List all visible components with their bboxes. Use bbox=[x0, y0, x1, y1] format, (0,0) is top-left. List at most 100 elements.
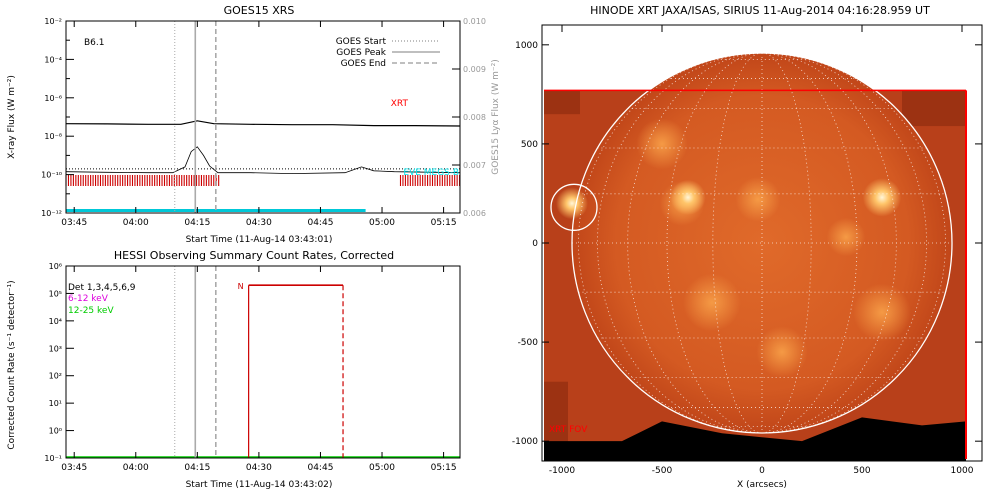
xrt-ytick-label: -1000 bbox=[512, 437, 538, 447]
hessi-xtick-label: 05:15 bbox=[431, 463, 457, 473]
goes-y2tick-label: 0.007 bbox=[463, 161, 486, 170]
xrt-xtick-label: -1000 bbox=[549, 466, 575, 476]
hessi-ytick-label: 10⁴ bbox=[49, 317, 62, 326]
goes-ytick-label: 10⁻¹⁰ bbox=[41, 171, 62, 180]
goes-ylabel: X-ray Flux (W m⁻²) bbox=[7, 75, 17, 159]
goes-xlabel: Start Time (11-Aug-14 03:43:01) bbox=[186, 235, 333, 245]
xrt-title: HINODE XRT JAXA/ISAS, SIRIUS 11-Aug-2014… bbox=[590, 4, 930, 17]
goes-title: GOES15 XRS bbox=[224, 4, 295, 17]
xrt-active-region bbox=[853, 283, 911, 342]
xrt-longitude-line bbox=[627, 52, 763, 434]
goes-xtick-label: 04:00 bbox=[123, 218, 149, 228]
xrt-corona-patch bbox=[544, 90, 580, 115]
hessi-xtick-label: 04:30 bbox=[246, 463, 272, 473]
goes-eve-series bbox=[66, 209, 366, 212]
hessi-xlabel: Start Time (11-Aug-14 03:43:02) bbox=[186, 480, 333, 490]
hessi-ytick-label: 10⁶ bbox=[49, 262, 62, 271]
goes-xtick-label: 04:45 bbox=[307, 218, 333, 228]
goes-ytick-label: 10⁻⁸ bbox=[44, 132, 62, 141]
xrt-no-data-region bbox=[544, 417, 966, 461]
hessi-ytick-label: 10¹ bbox=[49, 399, 62, 408]
hessi-legend-6-12: 6-12 keV bbox=[68, 294, 109, 304]
goes-xtick-label: 05:15 bbox=[431, 218, 457, 228]
xrt-xlabel: X (arcsecs) bbox=[737, 480, 787, 490]
goes-annotation: B6.1 bbox=[84, 38, 105, 48]
hessi-legend-12-25: 12-25 keV bbox=[68, 306, 114, 316]
xrt-ytick-label: -500 bbox=[518, 338, 539, 348]
hessi-ytick-label: 10² bbox=[49, 372, 62, 381]
xrt-xtick-label: 0 bbox=[759, 466, 765, 476]
goes-axes: 10⁻¹² 10⁻¹⁰ 10⁻⁸ 10⁻⁶ 10⁻⁴ 10⁻² 0.006 0.007 0.00… bbox=[41, 17, 486, 228]
hessi-night-label: N bbox=[238, 282, 244, 291]
hessi-xtick-label: 05:00 bbox=[369, 463, 395, 473]
xrt-solar-limb bbox=[571, 52, 953, 434]
goes-y2tick-label: 0.009 bbox=[463, 65, 486, 74]
hessi-ytick-label: 10⁰ bbox=[49, 427, 62, 436]
xrt-bright-region bbox=[670, 179, 706, 216]
goes-ytick-label: 10⁻⁴ bbox=[44, 55, 62, 64]
xrt-panel: HINODE XRT JAXA/ISAS, SIRIUS 11-Aug-2014… bbox=[512, 4, 983, 490]
goes-legend-label: GOES Peak bbox=[336, 48, 386, 58]
xrt-longitude-line bbox=[761, 52, 927, 434]
xrt-image bbox=[544, 52, 967, 461]
goes-ytick-label: 10⁻¹² bbox=[41, 209, 62, 218]
goes-xtick-label: 04:15 bbox=[184, 218, 210, 228]
xrt-ytick-label: 1000 bbox=[515, 41, 538, 51]
xrt-longitude-line bbox=[761, 52, 812, 434]
xrt-active-region bbox=[756, 326, 808, 378]
goes-eve-label: EVE MEGS-B bbox=[403, 168, 459, 178]
hessi-ytick-label: 10⁻¹ bbox=[44, 454, 62, 463]
xrt-flare-circle bbox=[550, 183, 598, 231]
hessi-ytick-label: 10⁵ bbox=[49, 289, 62, 298]
hessi-xtick-label: 04:15 bbox=[184, 463, 210, 473]
goes-obs-ticks bbox=[65, 175, 220, 186]
goes-xtick-label: 04:30 bbox=[246, 218, 272, 228]
goes-xtick-label: 05:00 bbox=[369, 218, 395, 228]
xrt-active-region bbox=[735, 177, 781, 222]
hessi-plot-frame bbox=[65, 265, 461, 459]
xrt-xtick-label: 1000 bbox=[951, 466, 974, 476]
xrt-active-region bbox=[636, 118, 688, 170]
goes-plot-content bbox=[65, 21, 461, 213]
hessi-panel: HESSI Observing Summary Count Rates, Cor… bbox=[7, 249, 461, 490]
goes-y2label: GOES15 Lyα Flux (W m⁻²) bbox=[491, 59, 501, 175]
xrt-corona-patch bbox=[902, 90, 966, 127]
hessi-title: HESSI Observing Summary Count Rates, Cor… bbox=[114, 249, 394, 262]
goes-xrt-label: XRT bbox=[391, 99, 409, 109]
goes-panel: GOES15 XRS 10⁻¹² 10⁻¹⁰ 10⁻⁸ 10⁻⁶ 10⁻⁴ 10⁻² 0.0… bbox=[7, 4, 501, 245]
goes-y2tick-label: 0.008 bbox=[463, 113, 486, 122]
goes-legend-label: GOES Start bbox=[336, 37, 387, 47]
hessi-legend-det: Det 1,3,4,5,6,9 bbox=[68, 283, 136, 293]
hessi-xtick-label: 03:45 bbox=[61, 463, 87, 473]
xrt-fov-label: XRT FOV bbox=[549, 425, 588, 435]
hessi-ylabel: Corrected Count Rate (s⁻¹ detector⁻¹) bbox=[7, 280, 17, 449]
hessi-xtick-label: 04:00 bbox=[123, 463, 149, 473]
xrt-xtick-label: 500 bbox=[853, 466, 870, 476]
goes-low-series bbox=[65, 146, 461, 175]
hessi-ytick-label: 10³ bbox=[49, 344, 62, 353]
xrt-bright-region bbox=[862, 178, 902, 217]
goes-xtick-label: 03:45 bbox=[61, 218, 87, 228]
goes-y2tick-label: 0.006 bbox=[463, 209, 486, 218]
goes-legend-label: GOES End bbox=[341, 59, 386, 69]
goes-xrt-series bbox=[65, 120, 461, 127]
hessi-axes: 10⁻¹ 10⁰ 10¹ 10² 10³ 10⁴ 10⁵ 10⁶ 03:45 04:00 04:15… bbox=[44, 262, 456, 473]
xrt-active-region bbox=[683, 273, 741, 332]
xrt-ytick-label: 0 bbox=[532, 239, 538, 249]
hessi-plot-content: N bbox=[66, 266, 460, 458]
goes-ytick-label: 10⁻⁶ bbox=[44, 94, 62, 103]
xrt-longitude-line bbox=[712, 52, 763, 434]
xrt-longitude-line bbox=[761, 52, 946, 434]
goes-ytick-label: 10⁻² bbox=[44, 17, 62, 26]
hessi-xtick-label: 04:45 bbox=[307, 463, 333, 473]
xrt-xtick-label: -500 bbox=[652, 466, 673, 476]
xrt-longitude-line bbox=[761, 52, 897, 434]
xrt-longitude-line bbox=[578, 52, 763, 434]
xrt-active-region bbox=[826, 217, 866, 257]
xrt-longitude-line bbox=[597, 52, 763, 434]
xrt-axes: -1000 -500 0 500 1000 1000 500 0 -500 -1000 bbox=[512, 25, 982, 476]
xrt-bright-region bbox=[556, 187, 588, 220]
goes-y2tick-label: 0.010 bbox=[463, 17, 486, 26]
